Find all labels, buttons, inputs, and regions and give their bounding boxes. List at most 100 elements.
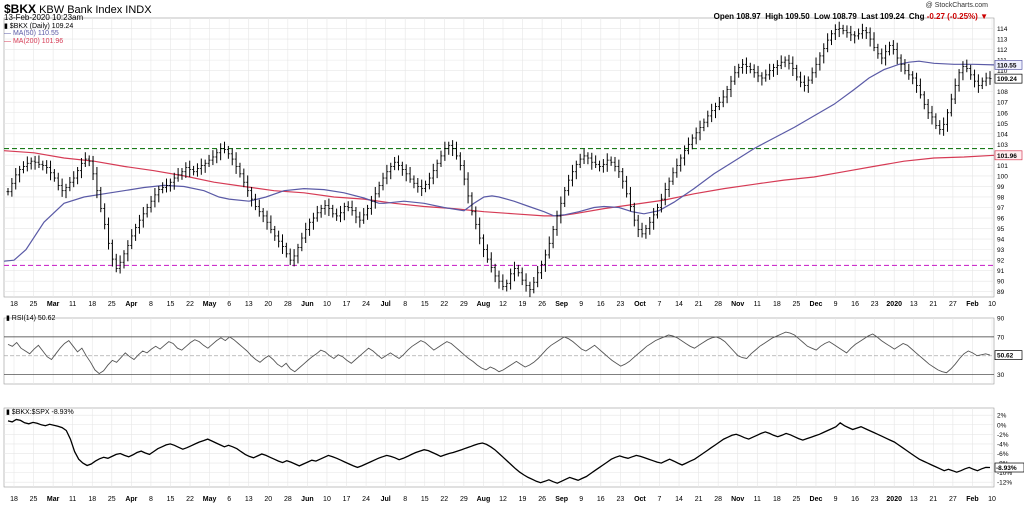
price-bar [555,210,559,236]
x-tick-label-bottom: 8 [403,496,407,503]
x-tick-label-bottom: Mar [47,496,60,503]
x-tick-label: 16 [597,301,605,308]
price-bar [130,229,134,250]
price-bar [203,159,207,173]
price-bar [416,178,420,193]
price-y-tick: 114 [997,26,1008,33]
relative-panel-frame [3,407,995,488]
price-bar [656,203,660,219]
price-bar [876,43,880,59]
price-bar [988,71,992,85]
price-bar [165,178,169,193]
price-bar [451,140,455,157]
price-bar [822,43,826,64]
price-bar [358,211,362,228]
price-bar [427,172,431,190]
x-tick-label-bottom: 10 [323,496,331,503]
relative-y-tick: -4% [997,441,1009,448]
x-tick-label: 17 [343,301,351,308]
ma50-line [3,60,995,262]
price-bar [961,61,965,81]
price-bar [362,208,366,224]
price-bar [567,174,571,196]
x-tick-label-bottom: 15 [167,496,175,503]
price-bar [49,160,53,181]
price-bar [431,163,435,185]
x-tick-label: Nov [731,301,744,308]
x-tick-label-bottom: 2020 [886,496,902,503]
x-tick-label: 23 [871,301,879,308]
rsi-y-tick: 90 [997,316,1005,323]
price-bar [420,179,424,197]
price-bar [346,201,350,212]
price-bar [72,171,76,188]
price-bar [625,175,629,198]
x-tick-label-bottom: 27 [949,496,957,503]
price-bar [373,186,377,209]
price-bar [601,159,605,173]
price-y-tick: 112 [997,47,1008,54]
price-bar [253,193,257,211]
price-bar [609,156,613,166]
price-bar [141,206,145,228]
price-bar [284,242,288,258]
x-tick-label-bottom: 10 [988,496,996,503]
price-bar [524,273,528,292]
price-bar [404,164,408,182]
x-tick-label-bottom: 13 [245,496,253,503]
price-y-tick: 90 [997,279,1005,286]
price-bar [594,155,598,169]
x-tick-label-bottom: 20 [264,496,272,503]
price-y-tick: 89 [997,289,1005,296]
x-tick-label: 23 [616,301,624,308]
x-tick-label: 28 [284,301,292,308]
price-bar [582,149,586,165]
price-bar [949,93,953,117]
price-bar [192,165,196,176]
x-tick-label: 22 [186,301,194,308]
price-bar [219,143,223,161]
price-bar [559,196,563,224]
x-tick-label: 18 [10,301,18,308]
price-bar [976,74,980,93]
price-bar [613,156,617,172]
x-tick-label-bottom: 11 [754,496,761,503]
price-bar [300,232,304,252]
x-tick-label-bottom: 11 [69,496,76,503]
price-bar [288,248,292,266]
price-bar [733,65,737,85]
index-name: KBW Bank Index INDX [39,4,152,16]
price-bar [257,199,261,217]
price-bar [41,160,45,171]
price-bar [806,76,810,93]
price-bar [37,155,41,169]
price-bar [509,268,513,290]
x-tick-label: 13 [245,301,253,308]
price-bar [694,127,698,145]
x-tick-label: 10 [323,301,331,308]
price-bar [845,25,849,38]
price-bar [83,152,87,167]
price-bar [354,206,358,224]
price-y-tick: 107 [997,100,1008,107]
price-bar [953,78,957,105]
x-tick-label: Aug [477,301,491,308]
ma50-value-tag-box [994,60,1023,70]
price-bar [540,260,544,279]
price-bar [864,26,868,39]
relative-y-tick: 2% [997,413,1007,420]
price-bar [799,71,803,88]
x-tick-label-bottom: 15 [421,496,429,503]
price-bar [884,44,888,66]
x-tick-label-bottom: Feb [966,496,978,503]
x-tick-label-bottom: 24 [362,496,370,503]
rsi-last-box [994,350,1023,360]
price-bar [335,208,339,221]
price-bar [447,141,451,155]
price-bar [79,158,83,179]
price-bar [857,28,861,40]
rsi-line [7,331,991,375]
price-bar [714,102,718,119]
x-tick-label: 16 [851,301,859,308]
ma200-value-tag-box [994,150,1023,161]
